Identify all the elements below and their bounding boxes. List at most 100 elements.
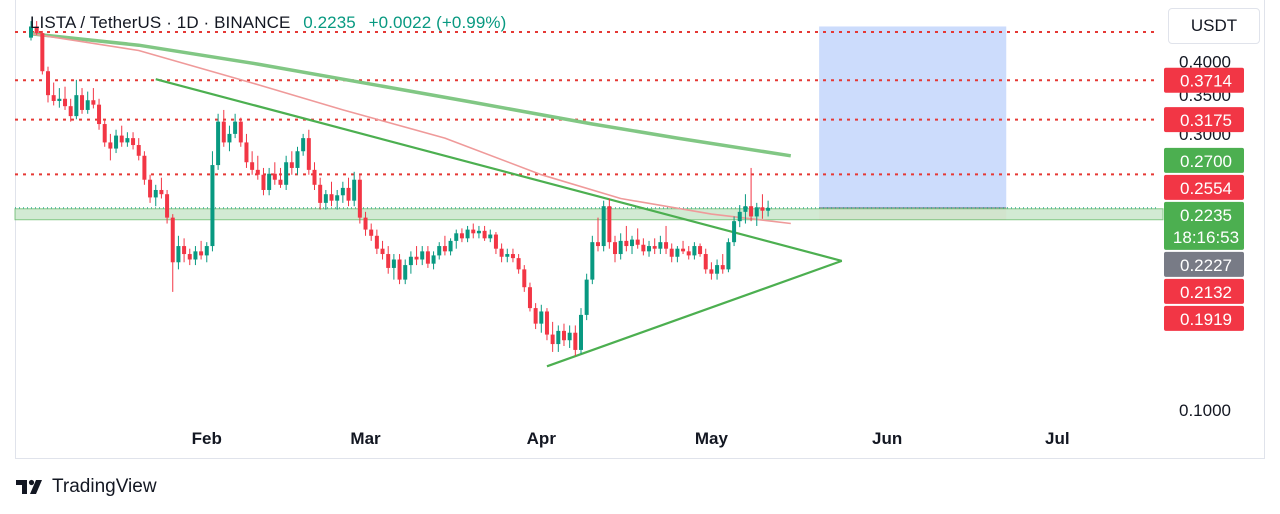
candle-76 xyxy=(459,228,464,243)
candle-body xyxy=(176,246,181,263)
price-label-value: 0.1919 xyxy=(1180,310,1232,329)
price-label-bg xyxy=(1164,147,1244,173)
chart-panel[interactable] xyxy=(15,0,1265,459)
candle-body xyxy=(233,121,238,134)
candle-62 xyxy=(380,240,385,260)
candle-body xyxy=(749,206,754,217)
candle-body xyxy=(516,258,521,270)
candle-74 xyxy=(448,238,453,256)
candle-81 xyxy=(488,229,493,243)
candle-101 xyxy=(601,200,606,252)
candle-body xyxy=(63,98,68,107)
candle-body xyxy=(295,151,300,168)
x-tick-label-4: Jun xyxy=(872,429,902,448)
candle-body xyxy=(510,254,515,259)
candle-body xyxy=(675,248,680,257)
candle-body xyxy=(527,287,532,309)
candle-body xyxy=(323,194,328,203)
price-label-bg xyxy=(1164,305,1244,331)
candle-33 xyxy=(216,113,221,170)
candle-87 xyxy=(522,265,527,292)
candle-body xyxy=(737,211,742,222)
candle-14 xyxy=(108,133,113,161)
symbol-title: LISTA / TetherUS · 1D · BINANCE xyxy=(30,13,291,32)
price-label-0: 0.3714 xyxy=(1164,67,1244,93)
candle-125 xyxy=(737,205,742,228)
candle-107 xyxy=(635,228,640,249)
price-label-2: 0.2700 xyxy=(1164,147,1244,173)
candle-body xyxy=(136,145,141,156)
price-label-7: 0.1919 xyxy=(1164,305,1244,331)
candle-37 xyxy=(238,117,243,147)
candle-body xyxy=(561,330,566,341)
candle-30 xyxy=(199,240,204,260)
candle-98 xyxy=(584,273,589,321)
candle-69 xyxy=(420,246,425,266)
candle-body xyxy=(681,248,686,252)
candle-body xyxy=(726,242,731,270)
candle-body xyxy=(284,162,289,185)
currency-button[interactable]: USDT xyxy=(1168,8,1260,44)
price-label-bg xyxy=(1164,174,1244,200)
candle-body xyxy=(131,138,136,146)
candle-109 xyxy=(647,240,652,257)
candle-body xyxy=(556,330,561,345)
candle-body xyxy=(210,165,215,247)
candle-body xyxy=(80,95,85,110)
candle-40 xyxy=(255,155,260,180)
candle-73 xyxy=(442,235,447,256)
candle-32 xyxy=(210,151,215,252)
candle-59 xyxy=(363,211,368,236)
candle-body xyxy=(102,124,107,143)
candle-51 xyxy=(318,177,323,210)
candle-90 xyxy=(539,304,544,333)
candle-body xyxy=(329,194,334,201)
candle-19 xyxy=(136,138,141,161)
candle-11 xyxy=(91,88,96,109)
candle-body xyxy=(505,254,510,257)
candle-124 xyxy=(732,216,737,247)
candle-46 xyxy=(289,151,294,175)
candle-body xyxy=(68,106,73,117)
candle-body xyxy=(442,246,447,252)
candle-body xyxy=(664,242,669,249)
candle-body xyxy=(425,251,430,264)
candle-body xyxy=(352,179,357,201)
price-label-bg xyxy=(1164,278,1244,304)
candle-body xyxy=(119,135,124,143)
candle-body xyxy=(340,187,345,196)
candle-105 xyxy=(624,225,629,252)
candle-86 xyxy=(516,254,521,274)
candle-body xyxy=(482,230,487,239)
candle-67 xyxy=(408,251,413,274)
candles xyxy=(29,21,771,356)
candle-66 xyxy=(403,259,408,285)
candle-43 xyxy=(272,162,277,185)
candle-body xyxy=(34,26,39,34)
candle-95 xyxy=(567,325,572,348)
horizontal-levels xyxy=(15,31,1158,209)
price-label-1: 0.3175 xyxy=(1164,107,1244,133)
candle-body xyxy=(238,121,243,143)
candle-16 xyxy=(119,125,124,147)
x-tick-label-0: Feb xyxy=(192,429,222,448)
candle-13 xyxy=(102,119,107,147)
candle-body xyxy=(91,100,96,105)
candle-body xyxy=(85,100,90,110)
candle-24 xyxy=(165,189,170,224)
candle-body xyxy=(51,95,56,101)
price-label-6: 0.2132 xyxy=(1164,278,1244,304)
candle-103 xyxy=(613,235,618,263)
candle-112 xyxy=(664,225,669,255)
candle-body xyxy=(397,259,402,280)
candle-91 xyxy=(544,308,549,341)
candle-64 xyxy=(391,254,396,280)
trendline-0 xyxy=(155,78,843,262)
candle-6 xyxy=(63,86,68,110)
candle-1 xyxy=(34,21,39,35)
candle-body xyxy=(363,217,368,230)
price-label-bg xyxy=(1164,67,1244,93)
candle-106 xyxy=(630,235,635,255)
candle-body xyxy=(692,246,697,256)
